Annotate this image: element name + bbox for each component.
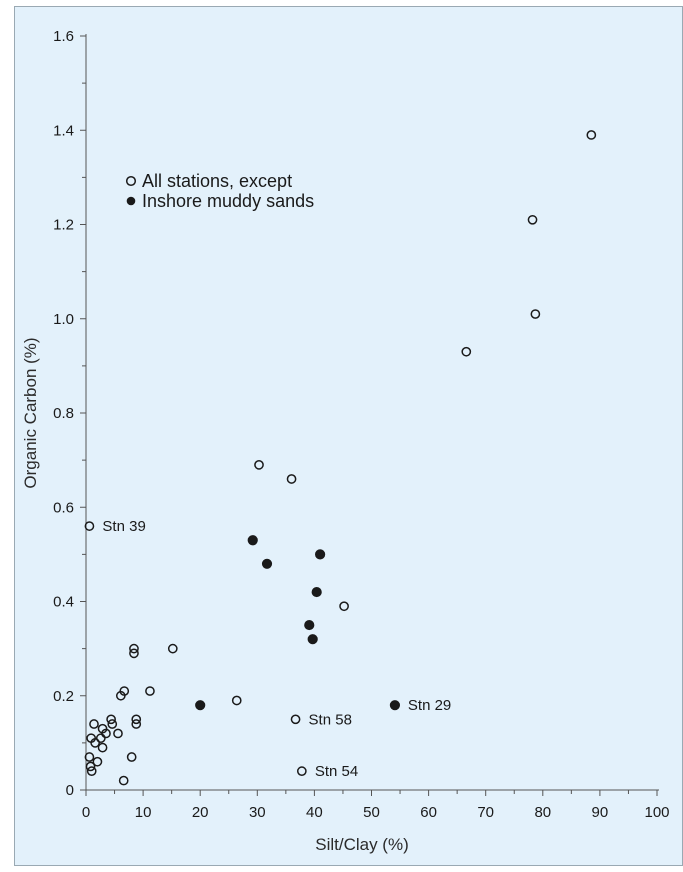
- y-tick-label: 1.4: [53, 122, 74, 139]
- open-data-point: [115, 690, 126, 701]
- open-data-point: [461, 346, 472, 357]
- x-tick-label: 50: [363, 804, 380, 821]
- open-data-point: [113, 728, 123, 739]
- filled-data-point: [311, 586, 322, 598]
- station-annotation: Stn 39: [102, 518, 145, 535]
- station-annotation: Stn 29: [408, 697, 451, 714]
- open-data-point: [90, 738, 100, 748]
- x-tick-label: 60: [420, 804, 437, 821]
- open-data-point: [85, 761, 96, 772]
- open-data-point: [145, 686, 155, 696]
- open-data-point: [286, 474, 297, 484]
- annotations: Stn 39 Stn 58 Stn 29 Stn 54: [102, 518, 451, 780]
- x-tick-label: 10: [135, 804, 152, 821]
- y-axis-title: Organic Carbon (%): [21, 337, 40, 488]
- x-axis-title: Silt/Clay (%): [315, 835, 409, 854]
- legend-label-inshore: Inshore muddy sands: [142, 191, 314, 211]
- open-data-point: [290, 714, 301, 725]
- y-tick-label: 0.6: [53, 499, 74, 516]
- open-data-point: [530, 309, 541, 319]
- open-data-point: [129, 648, 139, 659]
- open-data-point: [89, 719, 99, 729]
- x-tick-label: 0: [82, 804, 90, 821]
- open-data-point: [97, 742, 108, 753]
- y-tick-label: 0: [66, 782, 74, 799]
- legend-filled-circle-marker: [126, 196, 136, 206]
- x-tick-label: 20: [192, 804, 209, 821]
- filled-data-point: [304, 619, 315, 631]
- legend-label-all-stations: All stations, except: [142, 171, 292, 191]
- open-data-point: [86, 766, 97, 777]
- open-data-point: [92, 756, 103, 767]
- filled-data-point: [247, 535, 258, 546]
- open-data-point: [126, 752, 137, 762]
- open-data-point: [586, 130, 597, 140]
- filled-data-point: [389, 700, 401, 711]
- filled-data-point: [315, 549, 326, 560]
- x-tick-label: 30: [249, 804, 266, 821]
- x-tick-label: 40: [306, 804, 323, 821]
- filled-data-point: [195, 700, 206, 711]
- chart-frame: [14, 6, 683, 866]
- open-data-point: [106, 714, 116, 725]
- x-tick-label: 70: [477, 804, 494, 821]
- filled-data-point: [261, 558, 273, 569]
- y-tick-label: 0.2: [53, 688, 74, 705]
- open-data-point: [95, 733, 106, 744]
- y-tick-label: 1.0: [53, 311, 74, 328]
- open-data-point: [84, 521, 95, 531]
- y-tick-label: 1.6: [53, 28, 74, 45]
- y-tick-label: 0.4: [53, 594, 74, 611]
- x-tick-label: 100: [644, 804, 669, 821]
- legend-open-circle-marker: [125, 175, 137, 187]
- open-data-point: [84, 752, 95, 762]
- filled-data-point: [307, 634, 318, 645]
- open-data-point: [339, 601, 349, 612]
- data-points: [84, 130, 597, 786]
- open-data-point: [296, 766, 307, 777]
- open-data-point: [254, 459, 264, 470]
- axes: 0 10 20 30 40 50 60 70 80 90 100 0 0.2 0.4 0.6 0.8 1.0 1.…: [53, 28, 669, 821]
- y-tick-label: 0.8: [53, 405, 74, 422]
- open-data-point: [167, 643, 178, 654]
- open-data-point: [131, 714, 142, 725]
- open-data-point: [107, 719, 118, 729]
- open-data-point: [231, 695, 242, 706]
- x-tick-label: 80: [534, 804, 551, 821]
- open-data-point: [129, 643, 139, 654]
- open-data-point: [527, 214, 538, 225]
- legend: All stations, except Inshore muddy sands: [125, 171, 314, 211]
- station-annotation: Stn 58: [309, 711, 352, 728]
- y-tick-label: 1.2: [53, 217, 74, 234]
- x-tick-label: 90: [592, 804, 609, 821]
- station-annotation: Stn 54: [315, 763, 358, 780]
- open-data-point: [118, 775, 129, 786]
- open-data-point: [131, 719, 142, 729]
